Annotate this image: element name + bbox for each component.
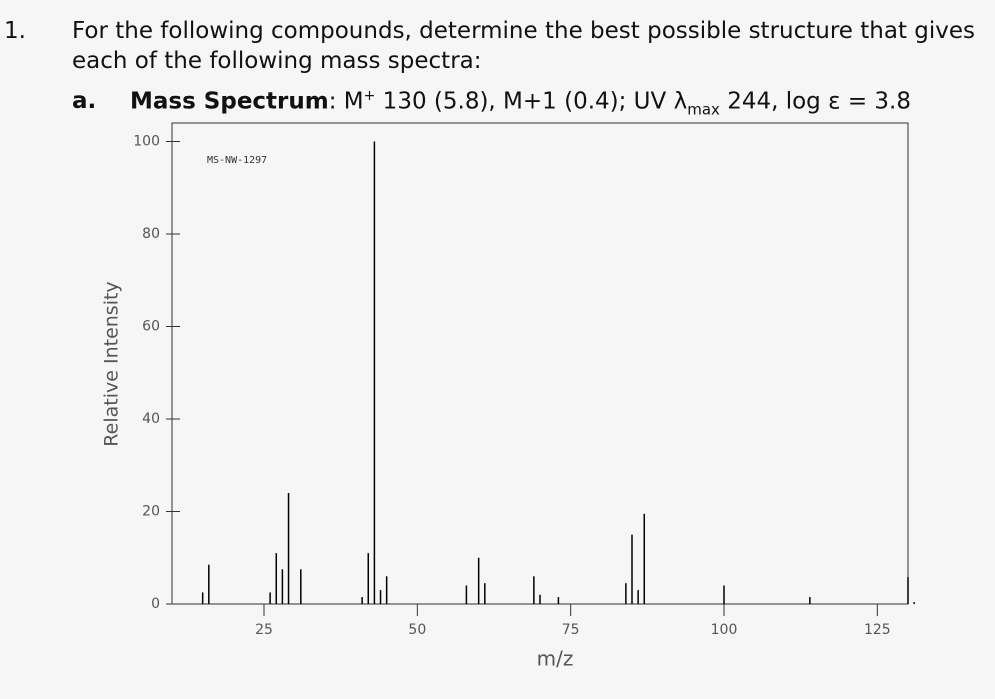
part-heading: Mass Spectrum xyxy=(130,88,329,115)
x-tick-label: 25 xyxy=(255,622,273,638)
y-tick-label: 100 xyxy=(133,134,160,150)
sub: max xyxy=(687,100,720,119)
text: 130 (5.8), M+1 (0.4); UV xyxy=(375,88,674,115)
x-axis-label: m/z xyxy=(537,647,574,671)
plot-frame xyxy=(171,122,909,605)
y-tick-label: 60 xyxy=(142,319,160,335)
y-tick-label: 40 xyxy=(142,411,160,427)
y-tick-label: 0 xyxy=(151,596,160,612)
question-line: each of the following mass spectra: xyxy=(72,48,482,74)
x-tick-label: 100 xyxy=(711,622,738,638)
x-tick-label: 50 xyxy=(408,622,426,638)
x-tick-label: 75 xyxy=(562,622,580,638)
y-tick-label: 20 xyxy=(142,504,160,520)
y-axis-label: Relative Intensity xyxy=(101,281,123,446)
lambda: λ xyxy=(673,88,688,115)
text: 244, log ε = 3.8 xyxy=(719,88,911,115)
colon: : xyxy=(328,88,337,115)
part-letter-text: a. xyxy=(72,88,97,114)
question-line: For the following compounds, determine t… xyxy=(72,18,976,44)
x-tick-label: 125 xyxy=(864,622,891,638)
part-letter: a. xyxy=(72,88,96,114)
text: M xyxy=(336,88,364,115)
y-tick-label: 80 xyxy=(142,226,160,242)
part-text: Mass Spectrum: M+ 130 (5.8), M+1 (0.4); … xyxy=(130,88,911,118)
question-number: 1. xyxy=(4,18,26,44)
sup: + xyxy=(363,88,376,104)
annotation: MS-NW-1297 xyxy=(207,155,267,166)
